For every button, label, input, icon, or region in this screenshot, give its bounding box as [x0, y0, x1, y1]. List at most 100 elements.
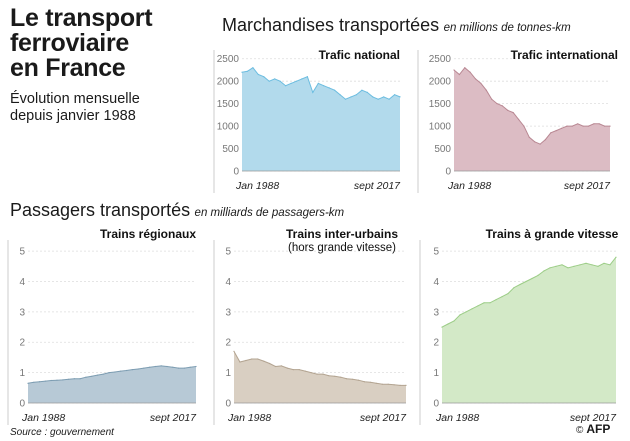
ytick-label-international-1: 500 [434, 144, 451, 155]
afp-logo: © AFP [576, 422, 610, 436]
data-point-national-15 [323, 85, 325, 87]
data-point-interurban-27 [393, 384, 395, 386]
data-point-interurban-4 [257, 358, 259, 360]
ytick-label-interurban-1: 1 [225, 368, 231, 379]
data-point-interurban-23 [369, 381, 371, 383]
chart-title-interurban: Trains inter-urbains [286, 227, 398, 241]
data-point-interurban-11 [298, 369, 300, 371]
data-point-national-29 [399, 96, 401, 98]
data-point-international-27 [598, 123, 600, 125]
data-point-regional-17 [125, 369, 128, 372]
data-point-interurban-5 [263, 360, 265, 362]
data-point-national-10 [295, 80, 298, 82]
data-point-tgv-17 [543, 270, 545, 272]
ytick-label-regional-3: 3 [19, 307, 25, 318]
data-point-interurban-14 [316, 373, 318, 375]
ytick-label-regional-0: 0 [19, 399, 25, 410]
ytick-label-tgv-1: 1 [433, 368, 439, 379]
data-point-international-22 [571, 125, 573, 127]
data-point-international-26 [593, 123, 595, 125]
data-point-tgv-18 [549, 267, 551, 269]
data-point-interurban-1 [239, 361, 241, 363]
data-point-national-21 [355, 94, 357, 96]
data-point-international-5 [480, 82, 482, 84]
data-point-tgv-8 [489, 302, 491, 304]
data-point-international-16 [539, 143, 541, 145]
data-point-international-17 [544, 139, 547, 141]
data-point-national-19 [344, 98, 347, 100]
data-point-tgv-11 [507, 293, 509, 295]
data-point-international-13 [523, 125, 525, 127]
data-point-regional-24 [166, 365, 168, 368]
data-point-national-12 [306, 76, 308, 78]
data-point-international-9 [501, 105, 503, 107]
xlabel-start-national: Jan 1988 [235, 180, 279, 192]
afp-credit: AFP [586, 422, 611, 436]
ytick-label-international-2: 1000 [429, 122, 452, 133]
freight-heading: Marchandises transportées [222, 15, 440, 35]
ytick-label-tgv-5: 5 [433, 247, 439, 258]
ytick-label-interurban-5: 5 [225, 247, 231, 258]
data-point-tgv-19 [555, 265, 557, 267]
ytick-label-tgv-0: 0 [433, 399, 439, 410]
chart-title-regional: Trains régionaux [100, 227, 196, 241]
freight-section-title: Marchandises transportées en millions de… [222, 15, 571, 36]
data-point-interurban-10 [292, 369, 294, 371]
data-point-regional-9 [79, 378, 81, 380]
data-point-international-6 [485, 89, 487, 91]
data-point-national-26 [383, 96, 385, 98]
data-point-regional-11 [91, 375, 93, 377]
data-point-tgv-23 [579, 264, 581, 266]
data-point-tgv-24 [585, 262, 587, 264]
area-regional [28, 365, 196, 403]
data-point-national-25 [377, 98, 379, 100]
data-point-regional-28 [189, 366, 191, 368]
data-point-regional-29 [195, 365, 197, 368]
passengers-unit: en milliards de passagers-km [194, 207, 345, 219]
ytick-label-national-5: 2500 [217, 54, 240, 65]
data-point-regional-19 [137, 368, 139, 370]
data-point-tgv-28 [609, 264, 611, 266]
data-point-interurban-2 [245, 359, 247, 362]
data-point-tgv-27 [603, 262, 605, 264]
data-point-tgv-4 [465, 311, 467, 313]
ytick-label-interurban-4: 4 [225, 277, 231, 288]
data-point-interurban-16 [328, 375, 330, 377]
xlabel-start-regional: Jan 1988 [21, 412, 65, 424]
data-point-international-7 [491, 98, 493, 100]
data-point-regional-14 [108, 372, 110, 374]
data-point-interurban-7 [274, 365, 277, 368]
data-point-tgv-2 [453, 320, 455, 322]
ytick-label-interurban-2: 2 [225, 338, 231, 349]
ytick-label-national-1: 500 [222, 144, 239, 155]
data-point-tgv-15 [531, 277, 533, 280]
data-point-regional-2 [39, 381, 41, 383]
data-point-interurban-15 [322, 373, 324, 375]
data-point-national-7 [279, 80, 281, 82]
xlabel-end-interurban: sept 2017 [360, 412, 407, 424]
data-point-tgv-3 [459, 314, 461, 316]
data-point-international-10 [507, 109, 509, 111]
data-point-interurban-6 [269, 362, 271, 365]
area-interurban [234, 351, 406, 403]
ytick-label-national-0: 0 [233, 167, 239, 178]
data-point-international-1 [458, 73, 460, 76]
data-point-international-0 [453, 69, 455, 71]
data-point-regional-0 [27, 382, 29, 384]
data-point-tgv-26 [597, 265, 599, 267]
data-point-tgv-6 [477, 305, 479, 307]
xlabel-end-national: sept 2017 [354, 180, 401, 192]
data-point-national-16 [328, 87, 330, 89]
data-point-international-11 [512, 112, 514, 114]
xlabel-end-international: sept 2017 [564, 180, 611, 192]
data-point-regional-1 [33, 381, 35, 383]
data-point-interurban-28 [399, 384, 401, 386]
data-point-tgv-5 [471, 308, 473, 310]
ytick-label-international-5: 2500 [429, 54, 452, 65]
data-point-tgv-13 [519, 283, 521, 286]
data-point-interurban-0 [233, 350, 235, 352]
data-point-national-20 [350, 96, 352, 98]
ytick-label-international-0: 0 [445, 167, 451, 178]
data-point-regional-8 [73, 378, 75, 380]
ytick-label-national-4: 2000 [217, 77, 240, 88]
